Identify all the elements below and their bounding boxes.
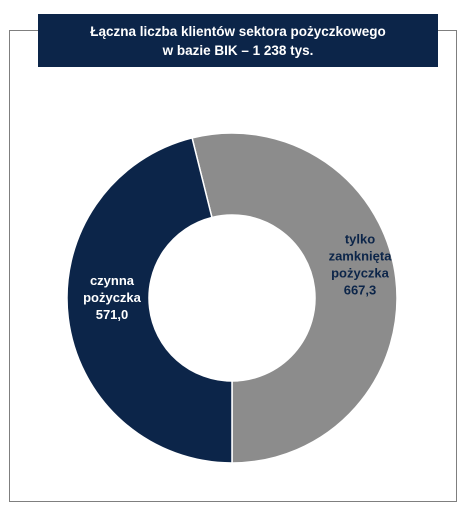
slice-value-label-1: 571,0 [96, 307, 129, 322]
slice-label-line-0-2: pożyczka [331, 266, 390, 281]
donut-slice-0 [191, 132, 398, 464]
donut-slices [66, 132, 398, 464]
chart-title: Łączna liczba klientów sektora pożyczkow… [38, 14, 438, 67]
slice-label-1: czynna pożyczka 571,0 [83, 273, 142, 322]
chart-title-line-1: Łączna liczba klientów sektora pożyczkow… [90, 23, 386, 39]
donut-slice-1 [66, 136, 233, 464]
slice-label-0: tylko zamknięta pożyczka 667,3 [329, 232, 393, 298]
slice-label-line-1-1: pożyczka [83, 290, 142, 305]
slice-value-label-0: 667,3 [344, 283, 377, 298]
chart-title-line-2: w bazie BIK – 1 238 tys. [162, 42, 314, 58]
donut-labels: tylko zamknięta pożyczka 667,3 czynna pożyczk… [83, 232, 392, 323]
slice-label-line-0-1: zamknięta [329, 249, 393, 264]
slice-label-line-0-0: tylko [345, 232, 375, 247]
slice-label-line-1-0: czynna [90, 273, 135, 288]
